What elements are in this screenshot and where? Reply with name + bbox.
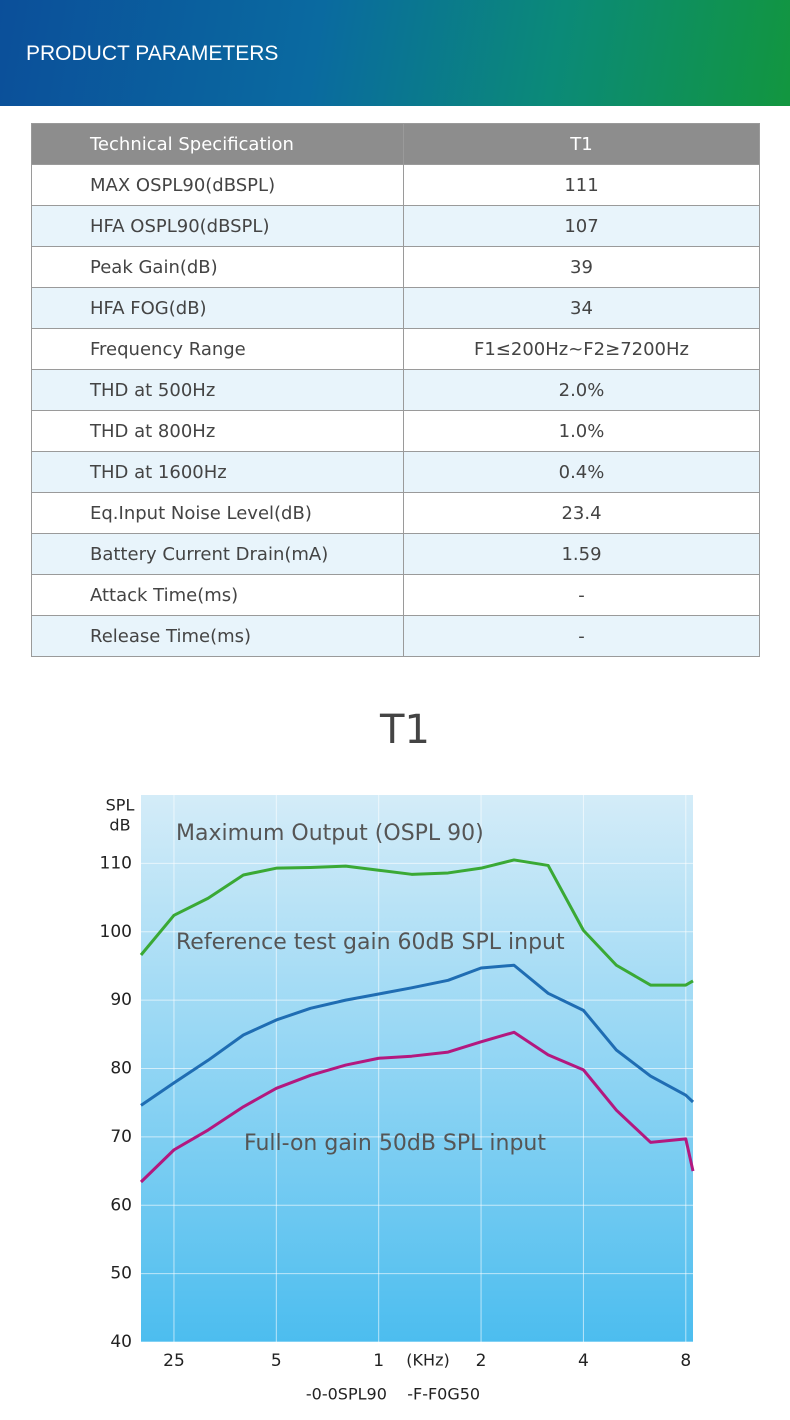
x-tick-label: 2 (476, 1351, 487, 1371)
series-label: Full-on gain 50dB SPL input (244, 1131, 546, 1156)
x-tick-label: 5 (271, 1351, 282, 1371)
table-cell: F1≤200Hz~F2≥7200Hz (403, 328, 760, 370)
table-cell: 39 (403, 246, 760, 288)
table-cell: Peak Gain(dB) (31, 246, 404, 288)
table-cell: HFA FOG(dB) (31, 287, 404, 329)
table-cell: HFA OSPL90(dBSPL) (31, 205, 404, 247)
series-line (140, 963, 695, 1107)
y-axis-label: dB (109, 816, 130, 835)
x-tick-label: 25 (163, 1351, 185, 1371)
series-label: Reference test gain 60dB SPL input (176, 930, 565, 955)
table-row: Attack Time(ms) - (31, 574, 760, 616)
table-cell: 107 (403, 205, 760, 247)
table-row: THD at 800Hz 1.0% (31, 410, 760, 452)
table-row: MAX OSPL90(dBSPL) 111 (31, 164, 760, 206)
table-cell: Attack Time(ms) (31, 574, 404, 616)
table-row: HFA FOG(dB) 34 (31, 287, 760, 329)
spec-table: Technical Specification T1 MAX OSPL90(dBSP… (31, 123, 760, 657)
series-line (139, 858, 694, 987)
table-cell: 23.4 (403, 492, 760, 534)
table-cell: Technical Specification (31, 123, 404, 165)
y-tick-label: 90 (110, 990, 132, 1010)
table-row: Battery Current Drain(mA) 1.59 (31, 533, 760, 575)
x-tick-label: 8 (680, 1351, 691, 1371)
y-tick-label: 50 (110, 1264, 132, 1284)
table-row: HFA OSPL90(dBSPL) 107 (31, 205, 760, 247)
y-axis-label: SPL (106, 796, 135, 815)
x-tick-label: 1 (373, 1351, 384, 1371)
table-cell: THD at 1600Hz (31, 451, 404, 493)
table-cell: 0.4% (403, 451, 760, 493)
x-tick-label: 4 (578, 1351, 589, 1371)
banner: PRODUCT PARAMETERS (0, 0, 790, 106)
table-cell: THD at 800Hz (31, 410, 404, 452)
table-cell: Eq.Input Noise Level(dB) (31, 492, 404, 534)
table-cell: MAX OSPL90(dBSPL) (31, 164, 404, 206)
table-row: Frequency Range F1≤200Hz~F2≥7200Hz (31, 328, 760, 370)
table-cell: - (403, 615, 760, 657)
table-cell: 1.0% (403, 410, 760, 452)
table-cell: Frequency Range (31, 328, 404, 370)
y-tick-label: 100 (100, 922, 132, 942)
table-cell: 34 (403, 287, 760, 329)
table-cell: 1.59 (403, 533, 760, 575)
footnote: -0-0SPL90 -F-F0G50 (306, 1385, 480, 1404)
series-label: Maximum Output (OSPL 90) (176, 821, 484, 846)
table-cell: Battery Current Drain(mA) (31, 533, 404, 575)
table-cell: THD at 500Hz (31, 369, 404, 411)
table-row: THD at 500Hz 2.0% (31, 369, 760, 411)
y-tick-label: 70 (110, 1127, 132, 1147)
y-tick-label: 60 (110, 1195, 132, 1215)
y-tick-label: 40 (110, 1332, 132, 1352)
table-cell: Release Time(ms) (31, 615, 404, 657)
table-row: Technical Specification T1 (31, 123, 760, 165)
table-row: THD at 1600Hz 0.4% (31, 451, 760, 493)
table-row: Eq.Input Noise Level(dB) 23.4 (31, 492, 760, 534)
series-line (139, 1030, 695, 1184)
table-row: Peak Gain(dB) 39 (31, 246, 760, 288)
table-row: Release Time(ms) - (31, 615, 760, 657)
y-tick-label: 110 (100, 853, 132, 873)
table-cell: T1 (403, 123, 760, 165)
table-cell: 111 (403, 164, 760, 206)
table-cell: 2.0% (403, 369, 760, 411)
x-axis-label: (KHz) (406, 1351, 449, 1370)
banner-title: PRODUCT PARAMETERS (26, 42, 279, 65)
table-cell: - (403, 574, 760, 616)
y-tick-label: 80 (110, 1059, 132, 1079)
chart-title: T1 (379, 707, 430, 753)
